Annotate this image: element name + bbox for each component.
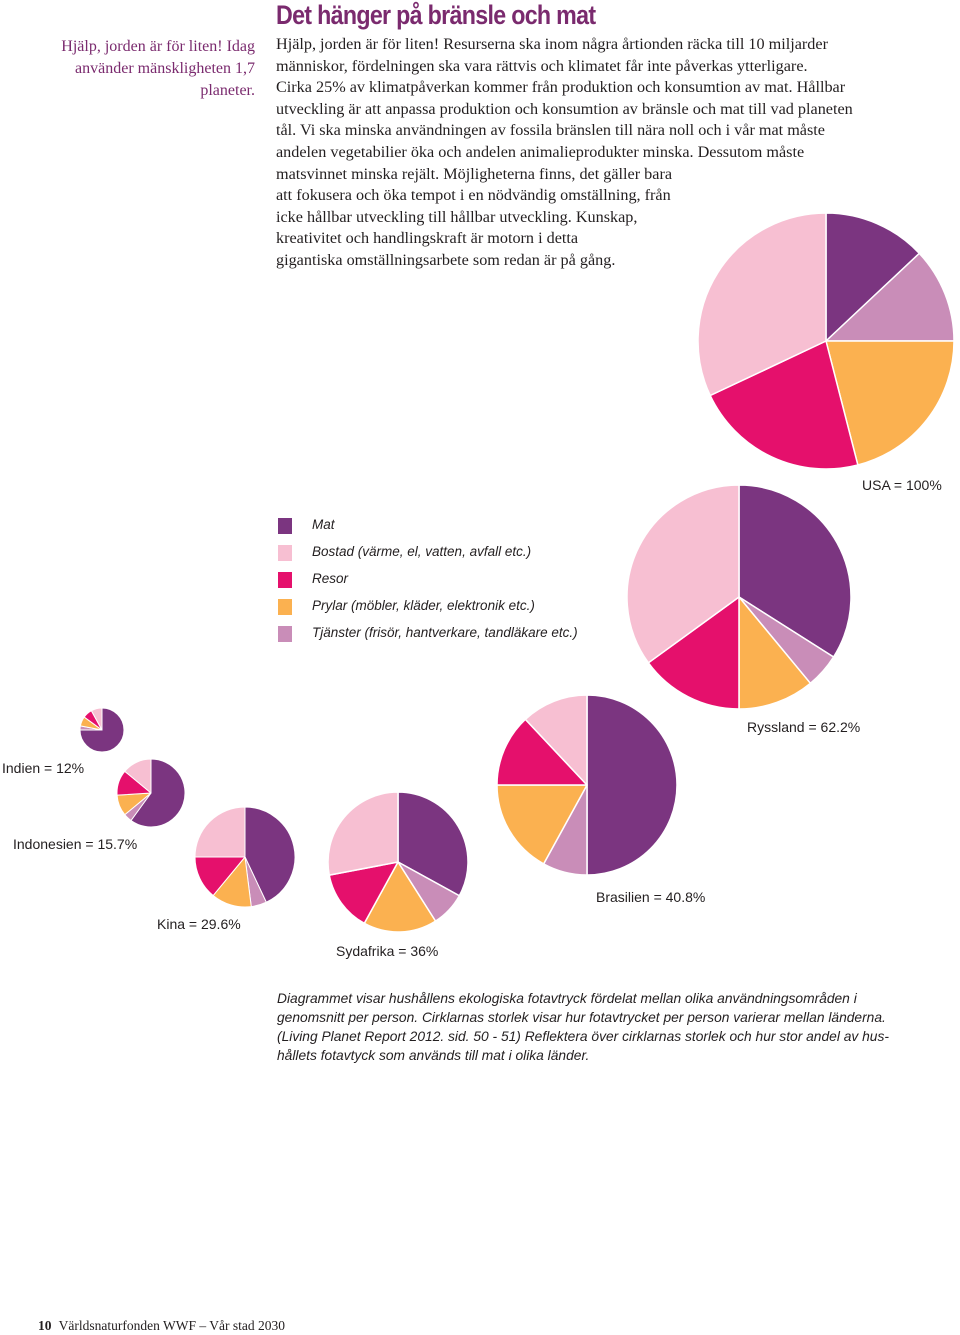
- pie-ryssland: [626, 484, 852, 710]
- slice-sydafrika-resor: [328, 861, 399, 925]
- slice-ryssland-resor: [647, 596, 740, 710]
- slice-kina-mat: [244, 806, 296, 903]
- pie-usa: [697, 212, 955, 470]
- slice-indien-bostad: [90, 707, 103, 731]
- footer-text: Världsnaturfonden WWF – Vår stad 2030: [58, 1318, 285, 1333]
- body-line: utveckling är att anpassa produktion och…: [276, 99, 853, 118]
- pie-label-indonesien: Indonesien = 15.7%: [13, 836, 138, 852]
- slice-brasilien-resor: [496, 718, 588, 786]
- chart-caption: Diagrammet visar hushållens ekologiska f…: [277, 989, 927, 1065]
- pie-label-sydafrika: Sydafrika = 36%: [336, 943, 439, 959]
- legend-label: Mat: [312, 517, 335, 532]
- pie-kina: [194, 806, 296, 908]
- pie-label-kina: Kina = 29.6%: [157, 916, 241, 932]
- pie-indonesien: [116, 758, 186, 828]
- slice-brasilien-bostad: [524, 694, 588, 786]
- caption-line: Diagrammet visar hushållens ekologiska f…: [277, 991, 857, 1006]
- legend-swatch-mat: [278, 518, 292, 534]
- pie-label-indien: Indien = 12%: [2, 760, 85, 776]
- slice-kina-bostad: [194, 806, 246, 858]
- pie-brasilien: [496, 694, 678, 876]
- body-line: Cirka 25% av klimatpåverkan kommer från …: [276, 78, 846, 97]
- legend-label: Bostad (värme, el, vatten, avfall etc.): [312, 544, 532, 559]
- sidenote: Hjälp, jorden är för liten! Idag använde…: [61, 38, 255, 99]
- slice-sydafrika-mat: [397, 791, 469, 897]
- page-title: Det hänger på bränsle och mat: [276, 0, 596, 30]
- slice-usa-bostad: [697, 212, 827, 397]
- slice-brasilien-prylar: [496, 784, 588, 865]
- slice-usa-tjanster: [825, 252, 955, 342]
- legend-label: Tjänster (frisör, hantverkare, tandläkar…: [312, 625, 578, 640]
- body-line: människor, fördelningen ska vara rättvis…: [276, 56, 808, 75]
- body-line: kreativitet och handlingskraft är motorn…: [276, 229, 579, 248]
- legend-swatch-tjanster: [278, 626, 292, 642]
- caption-line: (Living Planet Report 2012. sid. 50 - 51…: [277, 1029, 889, 1044]
- legend-label: Prylar (möbler, kläder, elektronik etc.): [312, 598, 535, 613]
- legend-swatch-bostad: [278, 545, 292, 561]
- pie-label-brasilien: Brasilien = 40.8%: [596, 889, 706, 905]
- body-line: andelen vegetabilier öka och andelen ani…: [276, 142, 805, 161]
- slice-indonesien-bostad: [124, 758, 152, 794]
- slice-usa-resor: [709, 340, 859, 470]
- body-text: Hjälp, jorden är för liten! Resurserna s…: [276, 34, 936, 272]
- slice-ryssland-prylar: [738, 596, 812, 710]
- slice-sydafrika-prylar: [363, 861, 437, 933]
- body-line: icke hållbar utveckling till hållbar utv…: [276, 207, 638, 226]
- pie-label-ryssland: Ryssland = 62.2%: [747, 719, 861, 735]
- caption-line: genomsnitt per person. Cirklarnas storle…: [277, 1010, 886, 1025]
- slice-usa-mat: [825, 212, 921, 342]
- body-line: att fokusera och öka tempot i en nödvänd…: [276, 186, 671, 205]
- slice-brasilien-mat: [586, 694, 678, 876]
- slice-indonesien-mat: [130, 758, 186, 828]
- legend-swatch-prylar: [278, 599, 292, 615]
- slice-sydafrika-bostad: [327, 791, 399, 876]
- body-line: gigantiska omställningsarbete som redan …: [276, 250, 616, 269]
- legend-label: Resor: [312, 571, 349, 586]
- page-number: 10: [38, 1318, 52, 1333]
- body-line: Hjälp, jorden är för liten! Resurserna s…: [276, 35, 828, 53]
- legend-swatch-resor: [278, 572, 292, 588]
- slice-ryssland-bostad: [626, 484, 740, 664]
- pie-indien: [79, 707, 125, 753]
- caption-line: hållets fotavtyck som används till mat i…: [277, 1048, 590, 1063]
- slice-usa-prylar: [825, 340, 955, 466]
- pie-label-usa: USA = 100%: [862, 477, 942, 493]
- body-line: tål. Vi ska minska användningen av fossi…: [276, 121, 825, 140]
- pie-sydafrika: [327, 791, 469, 933]
- page-footer: 10 Världsnaturfonden WWF – Vår stad 2030: [38, 1318, 285, 1334]
- body-line: matsvinnet minska rejält. Möjligheterna …: [276, 164, 673, 183]
